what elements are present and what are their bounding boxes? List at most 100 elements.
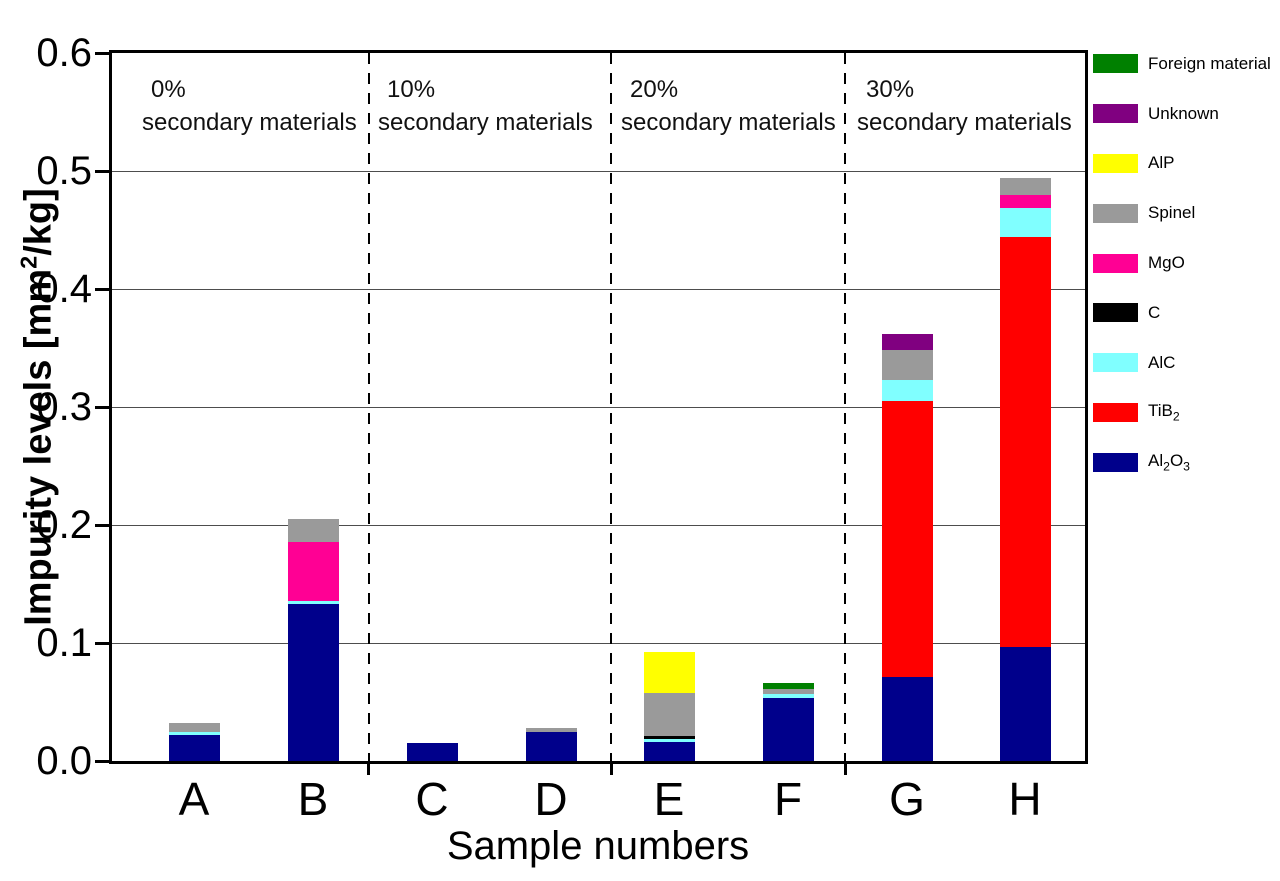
- x-category-label-G: G: [889, 773, 925, 825]
- bar-segment-E-Spinel: [643, 692, 695, 737]
- bar-segment-G-TiB2: [881, 401, 933, 678]
- group-annotation-30%: 30% secondary materials: [857, 73, 1072, 139]
- bar-segment-B-MgO: [287, 541, 339, 601]
- bar-segment-A-AlC: [168, 731, 220, 736]
- x-tick-divider-1: [367, 764, 370, 775]
- bar-segment-D-Al2O3: [525, 731, 577, 761]
- annotation-text: secondary materials: [142, 109, 357, 136]
- y-tick-label-0.2: 0.2: [36, 503, 92, 547]
- x-category-label-B: B: [297, 773, 329, 825]
- plot-canvas: 0% secondary materials 10% secondary materi…: [95, 51, 1085, 775]
- legend-item-MgO: MgO: [1093, 238, 1279, 288]
- group-annotation-20%: 20% secondary materials: [621, 73, 836, 139]
- x-category-label-F: F: [773, 773, 803, 825]
- gridline-0.2: [112, 524, 1085, 526]
- x-tick-divider-3: [843, 764, 847, 775]
- bar-segment-F-AlC: [762, 693, 814, 699]
- x-category-label-E: E: [653, 773, 685, 825]
- gridline-0.4: [112, 288, 1085, 290]
- y-tick-0.3: [95, 405, 109, 409]
- x-category-label-A: A: [178, 773, 210, 825]
- bar-segment-H-MgO: [999, 194, 1051, 208]
- legend-swatch-AlC: [1093, 353, 1138, 373]
- bar-segment-C-Al2O3: [406, 743, 458, 761]
- legend-item-AlC: AlC: [1093, 338, 1279, 388]
- legend-label-MgO: MgO: [1148, 253, 1185, 273]
- group-divider-1: [367, 53, 370, 761]
- bar-segment-A-Spinel: [168, 723, 220, 732]
- y-tick-label-0.6: 0.6: [36, 31, 92, 75]
- gridline-0.5: [112, 170, 1085, 172]
- legend-item-TiB2: TiB2: [1093, 388, 1279, 438]
- legend-item-Spinel: Spinel: [1093, 188, 1279, 238]
- legend-label-TiB2: TiB2: [1148, 401, 1180, 424]
- bar-segment-G-Unknown: [881, 333, 933, 351]
- annotation-text: secondary materials: [378, 109, 593, 136]
- bar-segment-G-Spinel: [881, 350, 933, 380]
- y-tick-label-0.3: 0.3: [36, 385, 92, 429]
- bar-segment-E-C: [643, 736, 695, 739]
- gridline-0.1: [112, 642, 1085, 644]
- bar-segment-H-Spinel: [999, 178, 1051, 195]
- legend-swatch-MgO: [1093, 253, 1138, 273]
- bar-segment-H-TiB2: [999, 237, 1051, 647]
- bar-segment-E-AlP: [643, 652, 695, 693]
- bar-segment-F-Spinel: [762, 689, 814, 694]
- plot-area: 0% secondary materials 10% secondary materi…: [95, 50, 1088, 775]
- bar-segment-G-Al2O3: [881, 677, 933, 761]
- x-category-label-H: H: [1008, 773, 1042, 825]
- legend-swatch-Al2O3: [1093, 452, 1138, 472]
- y-tick-label-0.1: 0.1: [36, 621, 92, 665]
- legend-item-AlP: AlP: [1093, 139, 1279, 189]
- legend-item-Unknown: Unknown: [1093, 89, 1279, 139]
- legend-item-Al2O3: Al2O3: [1093, 437, 1279, 487]
- bar-segment-G-AlC: [881, 379, 933, 402]
- annotation-text: secondary materials: [621, 109, 836, 136]
- legend: Foreign material Unknown AlP Spinel MgO C AlC T…: [1093, 39, 1279, 487]
- y-tick-0.6: [95, 51, 109, 55]
- annotation-text: secondary materials: [857, 109, 1072, 136]
- y-tick-0.4: [95, 287, 109, 291]
- x-tick-divider-2: [609, 764, 613, 775]
- legend-swatch-TiB2: [1093, 402, 1138, 422]
- group-divider-2: [610, 53, 612, 761]
- annotation-percent: 20%: [630, 76, 679, 103]
- legend-label-Al2O3: Al2O3: [1148, 451, 1190, 474]
- x-axis-title: Sample numbers: [446, 824, 750, 868]
- y-tick-label-0.4: 0.4: [36, 267, 92, 311]
- bar-segment-F-Foreign material: [762, 683, 814, 690]
- bar-segment-F-Al2O3: [762, 698, 814, 761]
- legend-label-AlC: AlC: [1148, 352, 1176, 372]
- legend-swatch-Foreign material: [1093, 54, 1138, 74]
- legend-swatch-Spinel: [1093, 203, 1138, 223]
- group-divider-3: [844, 53, 846, 761]
- bar-segment-E-Al2O3: [643, 742, 695, 761]
- y-tick-label-0.0: 0.0: [36, 739, 92, 783]
- annotation-percent: 10%: [387, 76, 436, 103]
- y-tick-0.0: [95, 759, 109, 763]
- bar-segment-B-Al2O3: [287, 604, 339, 761]
- legend-label-C: C: [1148, 302, 1161, 322]
- legend-swatch-C: [1093, 303, 1138, 323]
- bar-segment-A-Al2O3: [168, 735, 220, 761]
- gridline-0.3: [112, 406, 1085, 408]
- x-category-label-C: C: [415, 773, 449, 825]
- legend-label-Spinel: Spinel: [1148, 203, 1196, 223]
- group-annotation-10%: 10% secondary materials: [378, 73, 593, 139]
- annotation-percent: 30%: [866, 76, 915, 103]
- bar-segment-H-AlC: [999, 207, 1051, 238]
- legend-label-Unknown: Unknown: [1148, 103, 1219, 123]
- legend-item-C: C: [1093, 288, 1279, 338]
- legend-swatch-AlP: [1093, 153, 1138, 173]
- legend-label-AlP: AlP: [1148, 153, 1175, 173]
- bar-segment-H-Al2O3: [999, 646, 1051, 761]
- bar-segment-D-Spinel: [525, 727, 577, 732]
- y-tick-0.1: [95, 641, 109, 645]
- y-tick-0.5: [95, 169, 109, 173]
- y-tick-0.2: [95, 523, 109, 527]
- y-tick-label-0.5: 0.5: [36, 149, 92, 193]
- bar-segment-E-AlC: [643, 738, 695, 743]
- bar-segment-B-Spinel: [287, 519, 339, 542]
- legend-label-Foreign material: Foreign material: [1148, 53, 1271, 73]
